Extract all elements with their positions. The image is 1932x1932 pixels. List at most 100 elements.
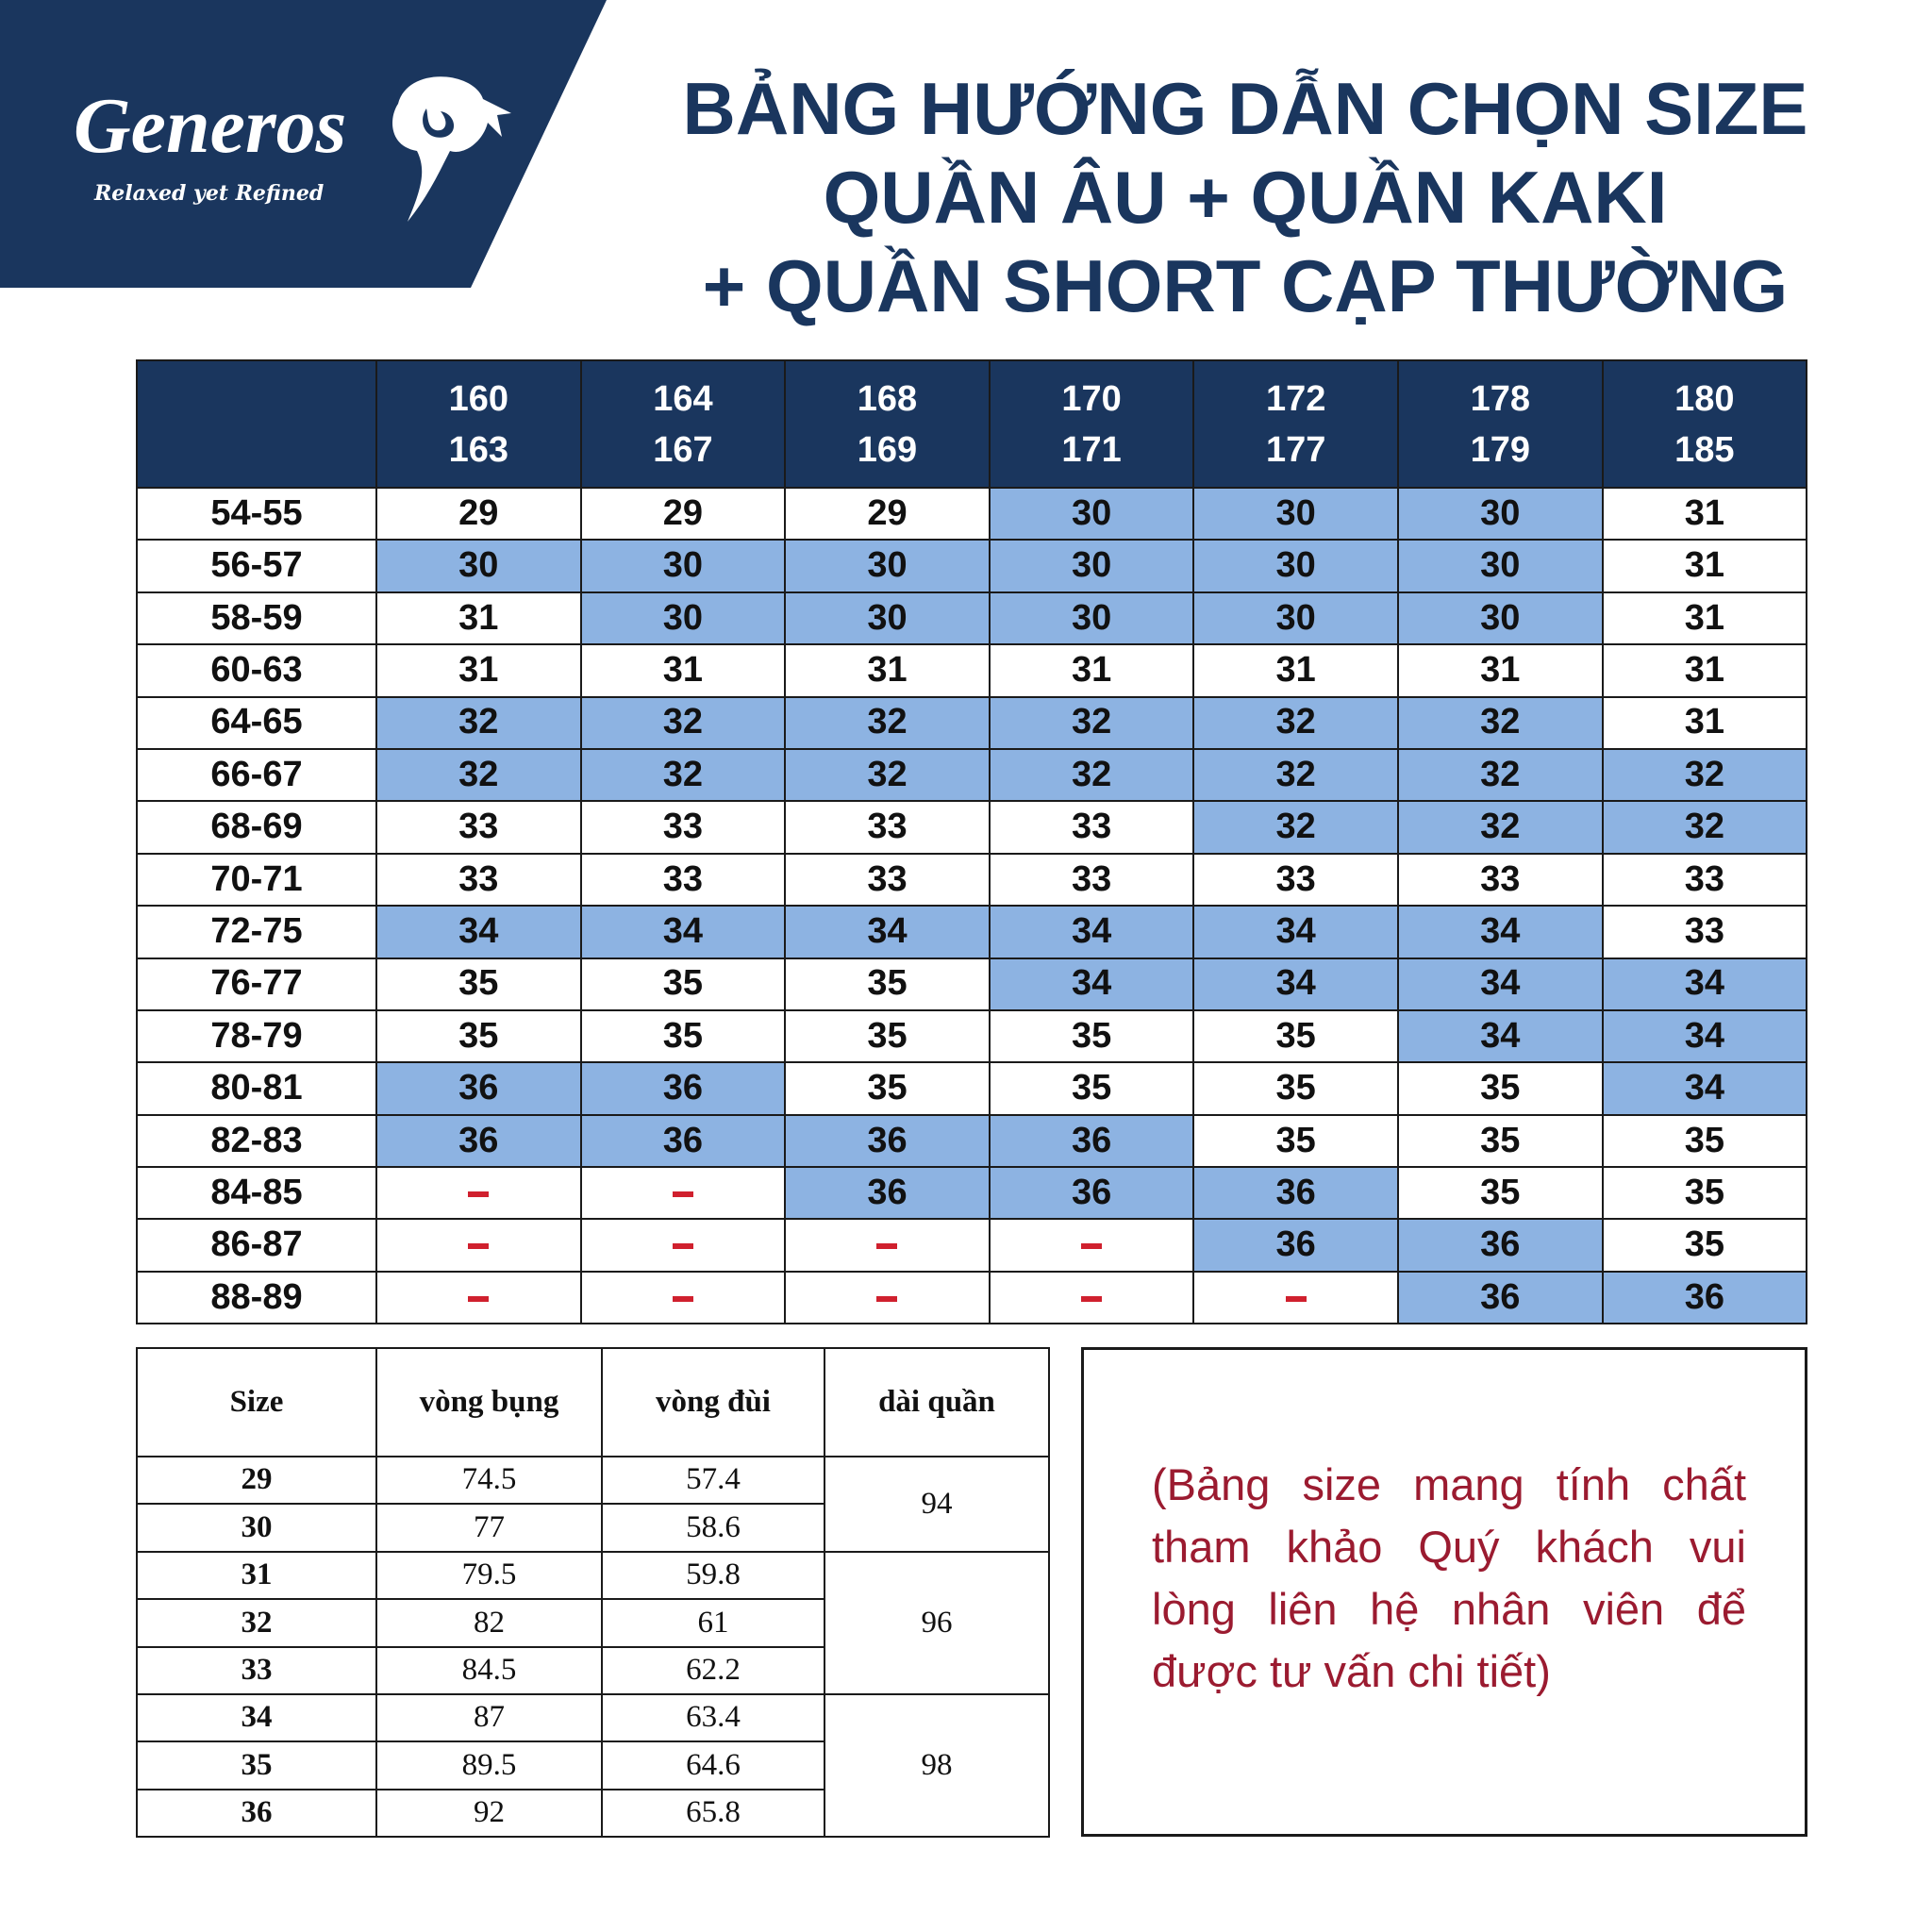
size-cell: 36 [784, 1113, 991, 1169]
size-cell: 30 [579, 591, 787, 646]
size-cell: 31 [1396, 643, 1604, 698]
table-row: 32 82 61 [136, 1598, 1049, 1648]
size-cell: 31 [1192, 643, 1399, 698]
size-cell: 33 [579, 852, 787, 908]
size-cell [375, 1218, 582, 1273]
height-value: 172 [1265, 378, 1326, 419]
size-cell: 30 [1192, 591, 1399, 646]
length-cell: 94 [824, 1456, 1050, 1553]
table-row: 64-65 32 32 32 32 32 32 31 [136, 695, 1808, 750]
table-row: 33 84.5 62.2 [136, 1645, 1049, 1695]
table-row: 82-83 36 36 36 36 35 35 35 [136, 1113, 1808, 1169]
size-cell: 31 [136, 1550, 377, 1601]
length-cell: 98 [824, 1692, 1050, 1839]
height-column-header: 168 169 [784, 359, 991, 489]
size-cell [375, 1166, 582, 1221]
size-cell [579, 1166, 787, 1221]
weight-cell: 72-75 [136, 905, 377, 959]
weight-cell: 82-83 [136, 1113, 377, 1169]
size-cell: 35 [988, 1008, 1195, 1064]
size-cell: 36 [375, 1061, 582, 1116]
size-cell: 35 [988, 1061, 1195, 1116]
table-row: 29 74.5 57.4 94 [136, 1455, 1050, 1553]
size-chart-table: 160 163 164 167 168 169 170 171 172 177 178 179 180 1… [136, 359, 1808, 1325]
dash-icon [468, 1191, 490, 1197]
size-cell: 31 [1601, 643, 1808, 698]
size-cell: 35 [1396, 1113, 1604, 1169]
height-value: 170 [1061, 378, 1122, 419]
dash-icon [876, 1243, 898, 1250]
weight-cell: 68-69 [136, 800, 377, 855]
size-cell: 35 [1396, 1166, 1604, 1221]
size-cell: 31 [375, 643, 582, 698]
size-cell: 32 [784, 747, 991, 803]
size-cell: 36 [136, 1788, 377, 1839]
size-cell: 34 [988, 957, 1195, 1011]
size-cell: 36 [988, 1166, 1195, 1221]
thigh-cell: 57.4 [601, 1455, 825, 1506]
size-cell: 36 [579, 1061, 787, 1116]
size-cell: 32 [1192, 695, 1399, 750]
table-row: 66-67 32 32 32 32 32 32 32 [136, 747, 1808, 803]
size-cell: 36 [784, 1166, 991, 1221]
dash-icon [672, 1191, 693, 1197]
size-cell: 33 [375, 800, 582, 855]
size-cell: 33 [988, 800, 1195, 855]
size-cell: 33 [784, 852, 991, 908]
size-cell: 34 [1601, 1008, 1808, 1064]
note-box: (Bảng size mang tính chất tham khảo Quý … [1081, 1347, 1807, 1837]
waist-cell: 87 [375, 1692, 603, 1743]
size-cell: 30 [1396, 539, 1604, 593]
title-line: BẢNG HƯỚNG DẪN CHỌN SIZE [682, 67, 1808, 150]
size-cell: 31 [1601, 486, 1808, 541]
thigh-cell: 61 [601, 1598, 825, 1648]
size-cell: 29 [784, 486, 991, 541]
size-cell: 36 [988, 1113, 1195, 1169]
logo-panel: Generos Relaxed yet Refined [0, 0, 607, 288]
size-cell: 35 [375, 1008, 582, 1064]
table-row: 36 92 65.8 [136, 1788, 1049, 1839]
weight-cell: 66-67 [136, 747, 377, 803]
table-row: 58-59 31 30 30 30 30 30 31 [136, 591, 1808, 646]
height-value: 167 [653, 429, 713, 470]
size-cell: 33 [1396, 852, 1604, 908]
size-cell: 34 [375, 905, 582, 959]
measurement-table: Size vòng bụng vòng đùi dài quần 29 74.5 5… [136, 1347, 1050, 1839]
table-row: 34 87 63.4 98 [136, 1692, 1050, 1839]
dash-icon [672, 1295, 693, 1302]
size-cell: 30 [988, 486, 1195, 541]
size-cell: 35 [1396, 1061, 1604, 1116]
size-cell: 35 [784, 1061, 991, 1116]
weight-cell: 70-71 [136, 852, 377, 908]
size-cell: 29 [136, 1455, 377, 1506]
size-cell: 34 [1396, 957, 1604, 1011]
weight-cell: 60-63 [136, 643, 377, 698]
size-cell: 32 [1192, 747, 1399, 803]
height-column-header: 178 179 [1396, 359, 1604, 489]
waist-cell: 92 [375, 1788, 603, 1839]
ram-mascot-icon [392, 76, 511, 222]
weight-cell: 56-57 [136, 539, 377, 593]
height-value: 177 [1265, 429, 1326, 470]
brand-tagline: Relaxed yet Refined [94, 181, 325, 206]
size-cell: 30 [1192, 486, 1399, 541]
table-row: 31 79.5 59.8 96 [136, 1550, 1050, 1695]
waist-cell: 74.5 [375, 1455, 603, 1506]
size-cell: 34 [988, 905, 1195, 959]
size-cell: 35 [136, 1740, 377, 1790]
height-column-header: 180 185 [1601, 359, 1808, 489]
weight-cell: 86-87 [136, 1218, 377, 1273]
table-row: 80-81 36 36 35 35 35 35 34 [136, 1061, 1808, 1116]
size-cell: 35 [784, 957, 991, 1011]
height-value: 185 [1674, 429, 1735, 470]
size-cell: 33 [1601, 905, 1808, 959]
size-cell: 35 [1192, 1113, 1399, 1169]
size-cell: 31 [988, 643, 1195, 698]
weight-cell: 58-59 [136, 591, 377, 646]
dash-icon [468, 1243, 490, 1250]
note-text: (Bảng size mang tính chất tham khảo Quý … [1152, 1459, 1746, 1696]
size-cell [784, 1270, 991, 1325]
size-cell [988, 1218, 1195, 1273]
size-cell: 29 [375, 486, 582, 541]
size-cell: 32 [375, 695, 582, 750]
